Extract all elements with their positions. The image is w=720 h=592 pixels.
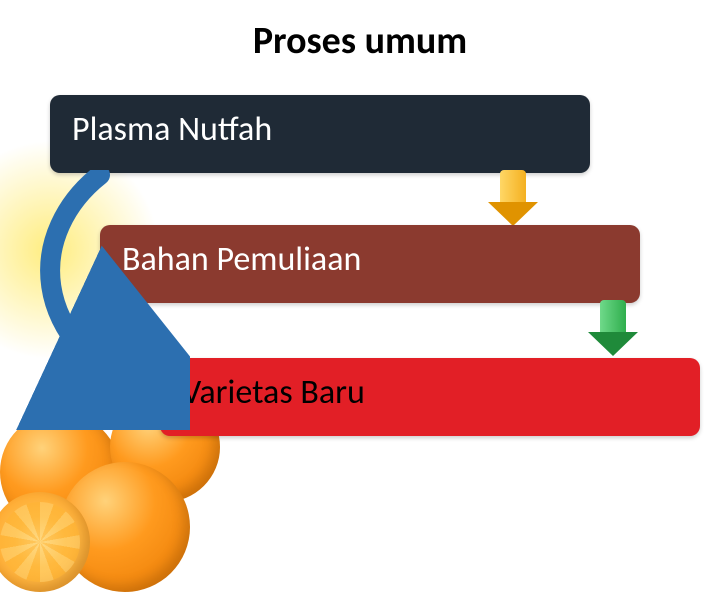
page-title: Proses umum <box>0 18 720 64</box>
title-text: Proses umum <box>253 18 467 64</box>
step-label: Plasma Nutfah <box>72 109 272 150</box>
curved-arrow-path <box>50 175 160 405</box>
arrow-stem <box>600 300 626 334</box>
step-box-varietas-baru: Varietas Baru <box>160 358 700 436</box>
step-box-plasma-nutfah: Plasma Nutfah <box>50 95 590 173</box>
arrow-stem <box>500 170 526 204</box>
arrow-head-icon <box>588 332 638 356</box>
step-label: Varietas Baru <box>182 372 365 413</box>
curved-arrow <box>10 170 190 430</box>
arrow-head-icon <box>488 202 538 226</box>
